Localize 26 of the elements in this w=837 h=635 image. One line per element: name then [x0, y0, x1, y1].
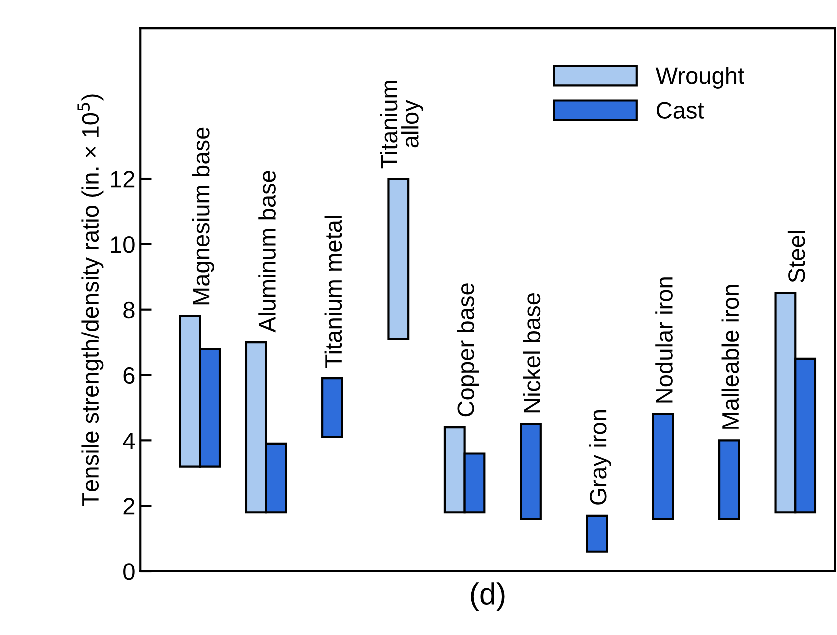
x-tick-label: Titanium alloy — [380, 81, 424, 169]
bar — [520, 423, 542, 520]
x-tick-label: Aluminum base — [258, 171, 276, 333]
y-tick-label: 10 — [111, 236, 135, 254]
legend-label: Cast — [656, 102, 704, 119]
y-tick-label: 4 — [123, 432, 136, 450]
bar — [718, 440, 740, 520]
y-tick-label: 6 — [124, 367, 135, 384]
y-tick-label: 2 — [124, 498, 135, 515]
y-axis-title: Tensile strength/density ratio (in. × 10$^{5}$) — [78, 94, 104, 506]
bar — [586, 514, 608, 553]
y-tick-label: 8 — [124, 302, 135, 319]
x-tick-label: Gray iron — [589, 410, 612, 505]
legend-label: Wrought — [656, 66, 744, 89]
x-tick-label: Titanium metal — [324, 216, 342, 368]
x-tick-label: Magnesium base — [192, 128, 214, 305]
x-tick-label: Nickel base — [523, 294, 541, 413]
x-tick-label: Copper base — [457, 284, 480, 417]
x-tick-label: Nodular iron — [656, 278, 673, 403]
y-tick-label: 0 — [124, 564, 135, 580]
x-tick-label: Steel — [788, 231, 806, 283]
x-tick-label: Malleable iron — [722, 285, 740, 429]
bar — [652, 413, 674, 520]
bar — [322, 377, 344, 438]
x-axis-title: (d) — [471, 582, 505, 612]
y-tick-label: 12 — [111, 171, 135, 188]
